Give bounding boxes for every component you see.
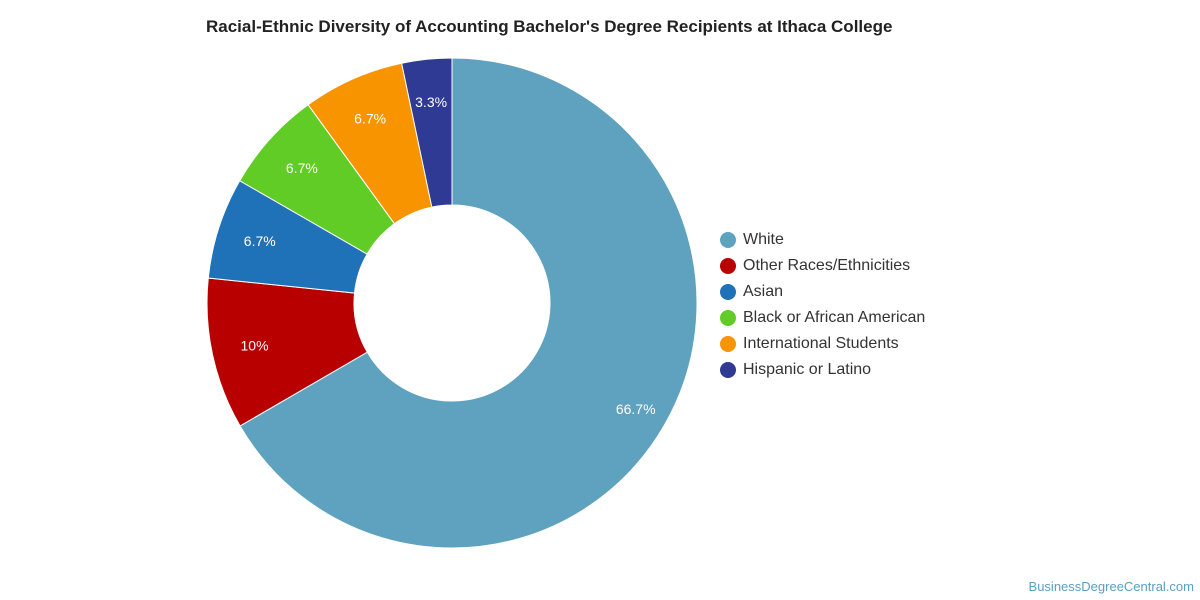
chart-title: Racial-Ethnic Diversity of Accounting Ba… xyxy=(206,17,893,36)
legend-item-other-races-ethnicities[interactable]: Other Races/Ethnicities xyxy=(720,253,925,279)
legend-label: International Students xyxy=(743,335,899,352)
chart-legend: White Other Races/Ethnicities Asian Black o… xyxy=(720,227,925,383)
legend-swatch xyxy=(720,258,736,274)
data-label-hispanic-or-latino: 3.3% xyxy=(415,94,447,110)
legend-item-international-students[interactable]: International Students xyxy=(720,331,925,357)
legend-label: Hispanic or Latino xyxy=(743,361,872,378)
legend-label: Other Races/Ethnicities xyxy=(743,257,911,274)
slice-hispanic-or-latino[interactable] xyxy=(401,57,453,208)
legend-label: Black or African American xyxy=(743,309,926,326)
legend-label: Asian xyxy=(743,283,784,300)
data-label-international-students: 6.7% xyxy=(354,110,386,126)
legend-swatch xyxy=(720,310,736,326)
legend-swatch xyxy=(720,336,736,352)
legend-item-asian[interactable]: Asian xyxy=(720,279,925,305)
source-credit[interactable]: BusinessDegreeCentral.com xyxy=(1028,579,1194,594)
legend-item-white[interactable]: White xyxy=(720,227,925,253)
legend-item-black-or-african-american[interactable]: Black or African American xyxy=(720,305,925,331)
data-label-black-or-african-american: 6.7% xyxy=(286,160,318,176)
legend-swatch xyxy=(720,232,736,248)
legend-item-hispanic-or-latino[interactable]: Hispanic or Latino xyxy=(720,357,925,383)
data-label-white: 66.7% xyxy=(616,401,656,417)
legend-swatch xyxy=(720,284,736,300)
slice-white[interactable] xyxy=(239,57,698,549)
legend-label: White xyxy=(743,231,784,248)
data-label-other-races-ethnicities: 10% xyxy=(241,337,269,353)
legend-swatch xyxy=(720,362,736,378)
data-label-asian: 6.7% xyxy=(244,233,276,249)
